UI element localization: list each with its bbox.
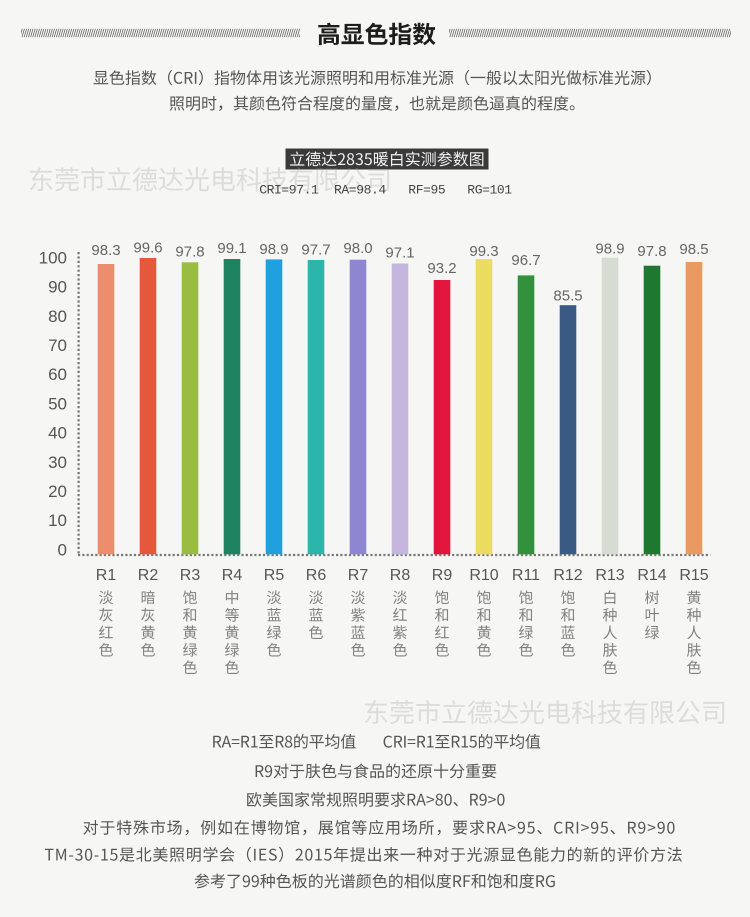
svg-text:CRI=97.1: CRI=97.1 bbox=[259, 182, 319, 197]
svg-text:R10: R10 bbox=[469, 567, 498, 584]
svg-text:97.8: 97.8 bbox=[637, 243, 666, 260]
svg-text:R15: R15 bbox=[679, 567, 708, 584]
svg-text:R8: R8 bbox=[390, 567, 411, 584]
svg-text:93.2: 93.2 bbox=[427, 260, 456, 277]
svg-text:97.8: 97.8 bbox=[175, 244, 204, 261]
svg-text:R14: R14 bbox=[637, 567, 666, 584]
svg-text:99.6: 99.6 bbox=[133, 240, 162, 257]
svg-text:90: 90 bbox=[48, 278, 67, 297]
svg-text:99.1: 99.1 bbox=[217, 240, 246, 257]
svg-text:98.9: 98.9 bbox=[595, 241, 624, 258]
svg-text:40: 40 bbox=[48, 424, 67, 443]
svg-text:98.5: 98.5 bbox=[679, 241, 708, 258]
svg-text:60: 60 bbox=[48, 365, 67, 384]
svg-text:RF=95: RF=95 bbox=[408, 182, 445, 197]
svg-text:99.3: 99.3 bbox=[469, 243, 498, 260]
svg-text:R7: R7 bbox=[348, 567, 369, 584]
svg-text:RA=98.4: RA=98.4 bbox=[334, 182, 386, 197]
svg-text:98.9: 98.9 bbox=[259, 241, 288, 258]
svg-text:50: 50 bbox=[48, 394, 67, 413]
svg-text:70: 70 bbox=[48, 336, 67, 355]
svg-text:R13: R13 bbox=[595, 567, 624, 584]
svg-text:10: 10 bbox=[48, 511, 67, 530]
svg-text:R9: R9 bbox=[432, 567, 453, 584]
svg-text:0: 0 bbox=[58, 540, 67, 559]
svg-text:RG=101: RG=101 bbox=[467, 182, 512, 197]
svg-text:100: 100 bbox=[39, 248, 67, 267]
svg-text:80: 80 bbox=[48, 307, 67, 326]
svg-text:30: 30 bbox=[48, 453, 67, 472]
svg-text:R4: R4 bbox=[222, 567, 243, 584]
svg-text:R5: R5 bbox=[264, 567, 285, 584]
svg-text:R2: R2 bbox=[138, 567, 159, 584]
svg-text:98.0: 98.0 bbox=[343, 240, 372, 257]
svg-text:98.3: 98.3 bbox=[91, 242, 120, 259]
svg-text:20: 20 bbox=[48, 482, 67, 501]
svg-text:97.1: 97.1 bbox=[385, 245, 414, 262]
svg-text:96.7: 96.7 bbox=[511, 252, 540, 269]
svg-text:R12: R12 bbox=[553, 567, 582, 584]
svg-text:R6: R6 bbox=[306, 567, 327, 584]
svg-text:R11: R11 bbox=[512, 567, 540, 584]
svg-text:85.5: 85.5 bbox=[553, 287, 582, 304]
svg-text:R3: R3 bbox=[180, 567, 201, 584]
svg-text:97.7: 97.7 bbox=[301, 242, 330, 259]
svg-text:R1: R1 bbox=[96, 567, 117, 584]
